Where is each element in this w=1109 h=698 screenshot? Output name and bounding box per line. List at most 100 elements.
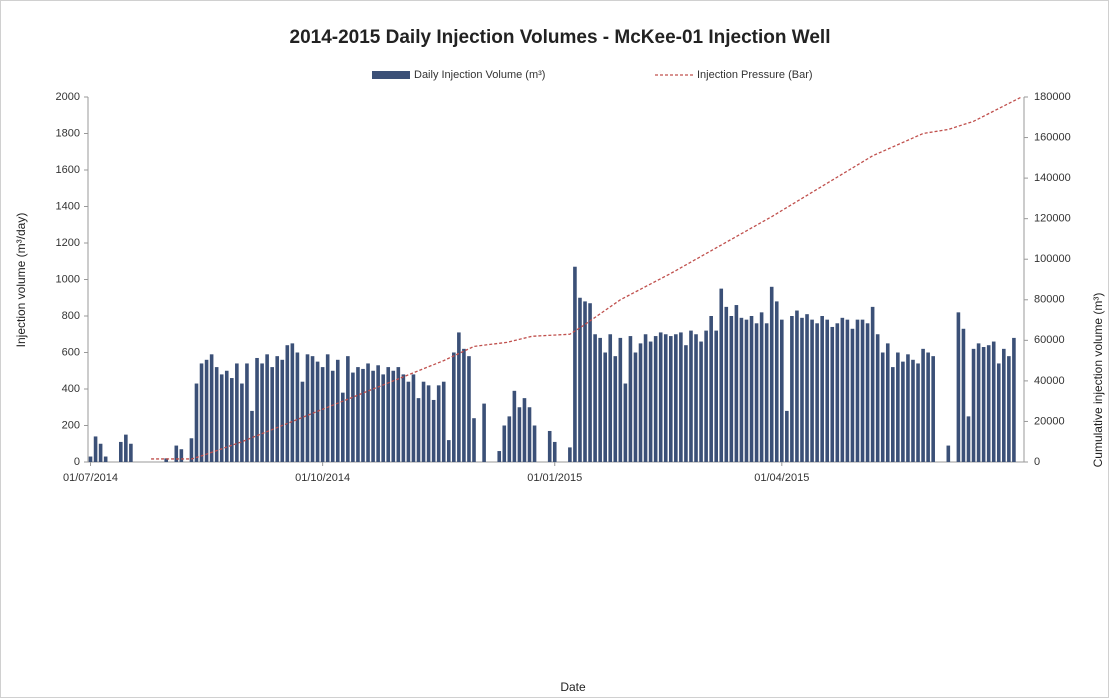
y-axis-title: Injection volume (m³/day) xyxy=(14,213,28,348)
bar xyxy=(583,301,587,462)
bar xyxy=(512,390,517,462)
bar xyxy=(532,425,537,462)
bar xyxy=(633,352,638,462)
bar xyxy=(366,363,370,462)
bar xyxy=(850,328,855,462)
bar xyxy=(699,341,703,462)
y2-tick-label: 120000 xyxy=(1034,213,1071,225)
bar xyxy=(351,372,355,462)
bar xyxy=(124,434,128,462)
bar xyxy=(901,361,905,462)
bar xyxy=(638,343,643,462)
bar xyxy=(926,352,930,462)
bar xyxy=(547,430,552,462)
bar xyxy=(790,316,794,462)
bar xyxy=(875,334,880,462)
bar xyxy=(240,383,244,462)
y-tick-label: 400 xyxy=(62,383,80,395)
bar xyxy=(891,367,895,462)
bar xyxy=(991,341,996,462)
bar xyxy=(573,266,577,462)
y2-tick-label: 80000 xyxy=(1034,294,1065,306)
bar xyxy=(270,367,274,462)
y-tick-label: 200 xyxy=(62,419,80,431)
bar xyxy=(396,367,401,462)
bar xyxy=(996,363,1001,462)
bar xyxy=(749,316,754,462)
bar xyxy=(709,316,713,462)
bar xyxy=(744,319,749,462)
y-tick-label: 1800 xyxy=(56,127,80,139)
bar xyxy=(406,381,411,462)
bar xyxy=(552,441,557,462)
y2-tick-label: 60000 xyxy=(1034,334,1065,346)
bar xyxy=(310,356,315,462)
bar xyxy=(663,334,668,462)
bar xyxy=(224,370,229,462)
bar xyxy=(870,306,875,462)
bar xyxy=(648,341,653,462)
bar xyxy=(416,398,421,462)
bar xyxy=(457,332,461,462)
bar xyxy=(295,352,300,462)
y2-axis-title: Cumulative injection volume (m³) xyxy=(1091,293,1105,468)
bar xyxy=(830,326,835,462)
bar xyxy=(88,456,93,462)
x-axis-title: Date xyxy=(560,680,586,694)
bar xyxy=(265,354,269,462)
bar xyxy=(250,410,254,462)
bar xyxy=(1002,348,1006,462)
bar xyxy=(300,381,305,462)
x-tick-label: 01/07/2014 xyxy=(63,472,118,484)
bar xyxy=(462,348,466,462)
bar xyxy=(820,316,824,462)
bar xyxy=(426,385,431,462)
bar xyxy=(507,416,512,462)
bar xyxy=(956,312,961,462)
bar xyxy=(588,303,592,462)
legend-label: Daily Injection Volume (m³) xyxy=(414,69,545,81)
bar xyxy=(174,445,179,462)
bar xyxy=(275,356,280,462)
bar xyxy=(628,336,633,462)
y2-tick-label: 160000 xyxy=(1034,131,1071,143)
bar xyxy=(986,345,991,462)
bar xyxy=(603,352,607,462)
bar xyxy=(618,337,623,462)
bar xyxy=(598,337,602,462)
bar xyxy=(916,363,920,462)
bar xyxy=(209,354,214,462)
bar xyxy=(653,336,658,462)
bar xyxy=(1007,356,1011,462)
bar xyxy=(189,438,194,462)
bar xyxy=(684,345,688,462)
bar xyxy=(356,367,360,462)
bar xyxy=(946,445,951,462)
bar xyxy=(780,319,784,462)
bar xyxy=(452,352,456,462)
bar xyxy=(613,356,618,462)
bar xyxy=(608,334,613,462)
bar xyxy=(527,407,532,462)
bar xyxy=(305,354,310,462)
bar xyxy=(896,352,900,462)
bar xyxy=(421,381,426,462)
bar xyxy=(961,328,966,462)
bar xyxy=(734,305,739,462)
bar xyxy=(885,343,890,462)
bar xyxy=(497,451,502,462)
bar xyxy=(179,449,184,462)
bar xyxy=(568,447,572,462)
bar xyxy=(668,336,673,462)
bar xyxy=(129,443,133,462)
bar xyxy=(98,443,103,462)
bar xyxy=(260,363,264,462)
bar xyxy=(280,359,285,462)
bar xyxy=(346,356,350,462)
y-tick-label: 800 xyxy=(62,310,80,322)
y2-tick-label: 40000 xyxy=(1034,375,1065,387)
bar xyxy=(214,367,219,462)
bar xyxy=(911,359,915,462)
bar xyxy=(255,357,259,462)
